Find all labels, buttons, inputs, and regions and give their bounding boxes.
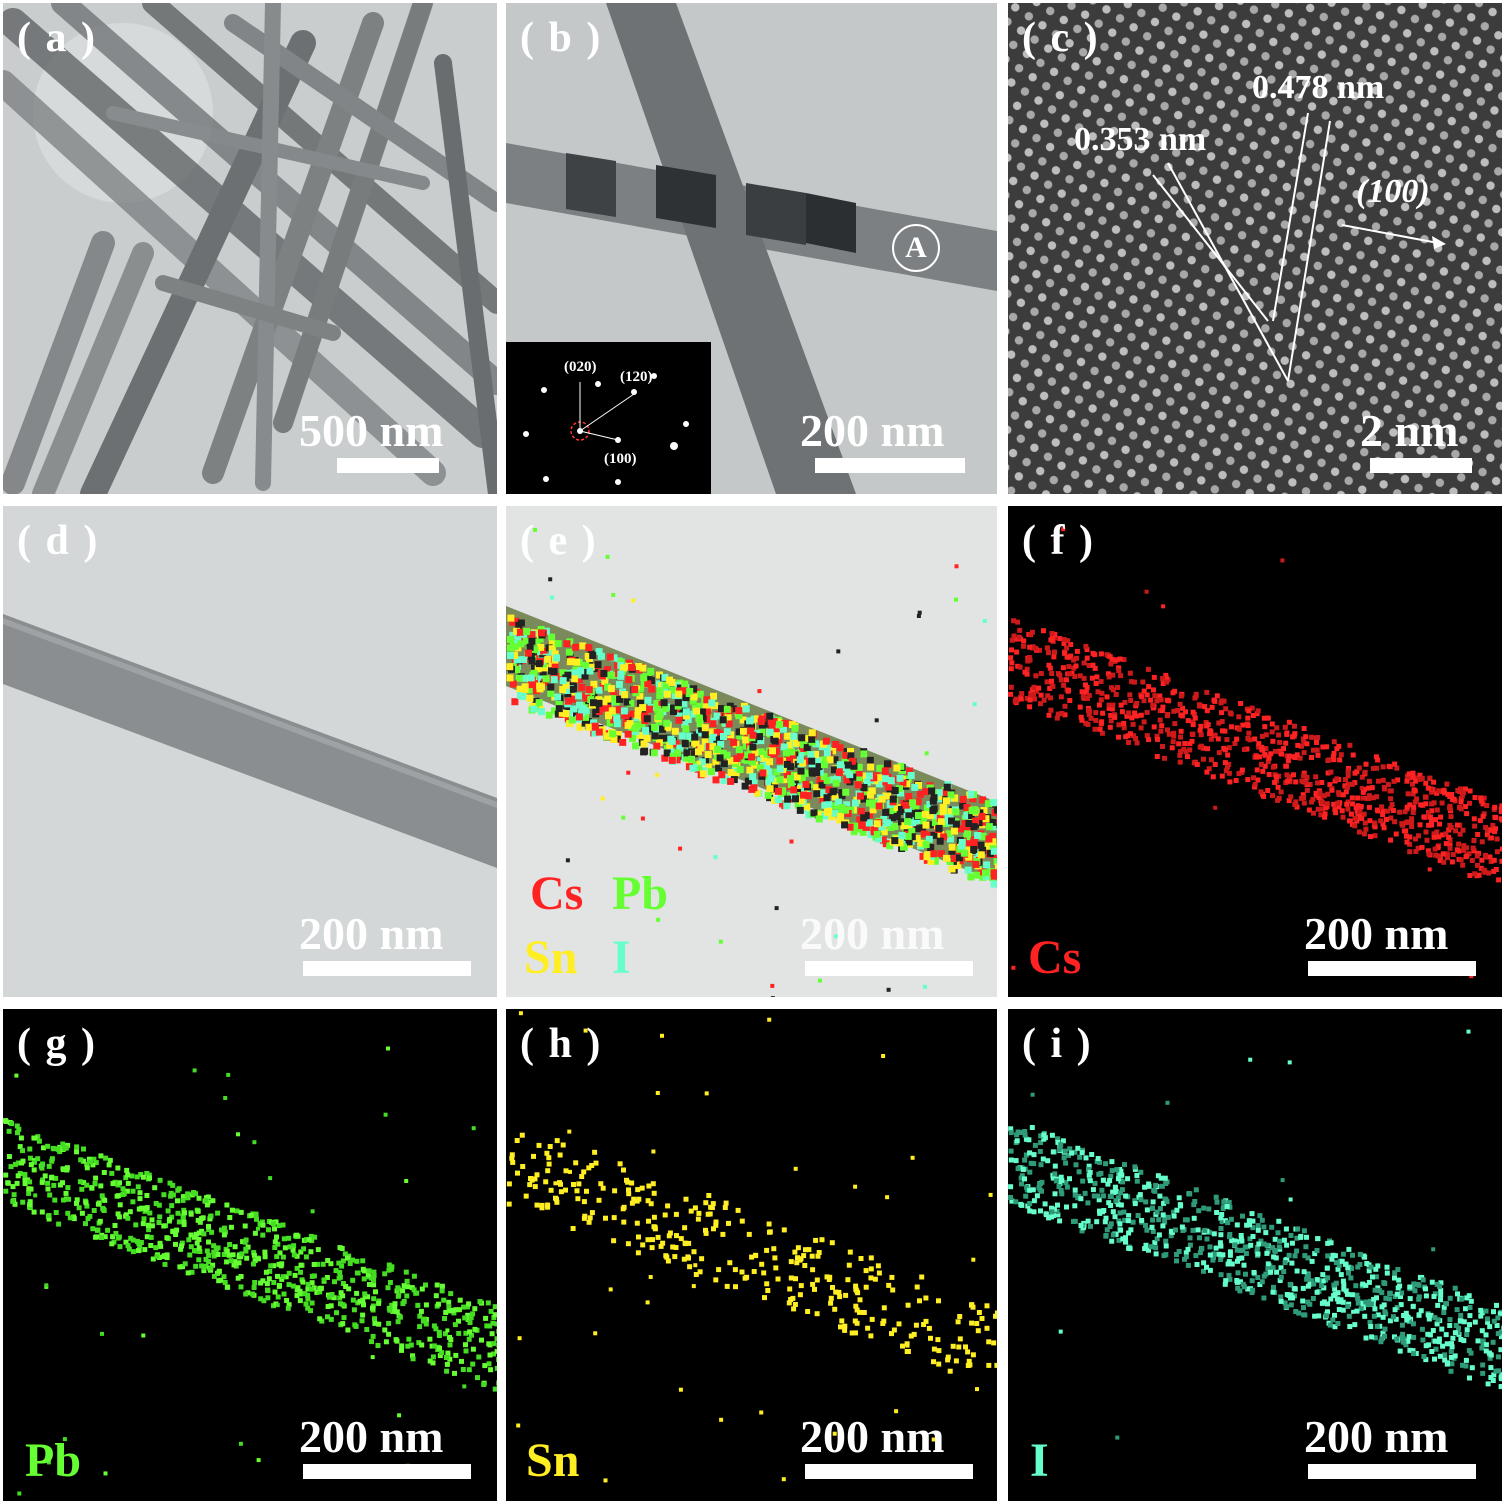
saed-inset: (020) (120) (100) [506, 342, 711, 494]
panel-e-label: ( e ) [520, 518, 598, 564]
scale-bar-label: 2 nm [1360, 405, 1459, 456]
panel-i-image [1008, 1029, 1502, 1440]
panel-b: ( b ) A (020) (120) (100) 200 nm [506, 3, 997, 494]
scale-bar-label: 200 nm [299, 1411, 444, 1462]
element-label: Pb [25, 1434, 82, 1487]
scale-bar [805, 1464, 973, 1479]
scale-bar [1308, 1464, 1476, 1479]
panel-f-label: ( f ) [1022, 518, 1095, 564]
element-label: Cs [1028, 931, 1082, 984]
panel-e-image [506, 506, 997, 997]
direction-label: (100) [1356, 173, 1430, 210]
scale-bar [1370, 458, 1472, 473]
scale-bar-label: 200 nm [800, 908, 945, 959]
scale-bar [303, 961, 471, 976]
saed-label-120: (120) [620, 369, 653, 385]
panel-g-image [3, 1046, 497, 1496]
element-label-cs: Cs [530, 867, 584, 920]
panel-d-label: ( d ) [17, 518, 100, 564]
element-label: I [1030, 1434, 1049, 1487]
saed-label-100: (100) [604, 451, 637, 467]
element-label-pb: Pb [612, 867, 669, 920]
scale-bar-label: 200 nm [800, 1411, 945, 1462]
panel-i-label: ( i ) [1022, 1021, 1093, 1067]
panel-a-label: ( a ) [17, 15, 97, 61]
spacing-label-2: 0.478 nm [1252, 69, 1385, 106]
scale-bar-label: 500 nm [299, 405, 444, 456]
panel-g: ( g ) Pb 200 nm [3, 1009, 497, 1501]
scale-bar [805, 961, 973, 976]
panel-a-image [3, 3, 497, 494]
scale-bar-label: 200 nm [1304, 908, 1449, 959]
panel-b-label: ( b ) [520, 15, 603, 61]
element-label: Sn [526, 1434, 580, 1487]
panel-c-label: ( c ) [1022, 15, 1100, 61]
scale-bar [337, 458, 439, 473]
scale-bar [1308, 961, 1476, 976]
panel-f-image [1008, 527, 1502, 979]
saed-label-020: (020) [564, 359, 597, 375]
scale-bar-label: 200 nm [1304, 1411, 1449, 1462]
panel-c-image [1008, 3, 1502, 494]
scale-bar [815, 458, 965, 473]
panel-c: ( c ) 0.353 nm 0.478 nm (100) 2 nm [1008, 3, 1502, 494]
saed-pattern [523, 373, 689, 485]
panel-i: ( i ) I 200 nm [1008, 1009, 1502, 1501]
scale-bar-label: 200 nm [299, 908, 444, 959]
scale-bar [303, 1464, 471, 1479]
panel-a: ( a ) 500 nm [3, 3, 497, 494]
panel-g-label: ( g ) [17, 1021, 97, 1067]
panel-d-image [3, 506, 497, 997]
scale-bar-label: 200 nm [800, 405, 945, 456]
panel-f: ( f ) Cs 200 nm [1008, 506, 1502, 997]
panel-d: ( d ) 200 nm [3, 506, 497, 997]
panel-h-image [506, 1011, 997, 1483]
region-marker: A [892, 224, 940, 272]
panel-h: ( h ) Sn 200 nm [506, 1009, 997, 1501]
element-label-sn: Sn [524, 931, 578, 984]
element-label-i: I [612, 931, 631, 984]
spacing-label-1: 0.353 nm [1074, 121, 1207, 158]
panel-e: ( e ) Cs Pb Sn I 200 nm [506, 506, 997, 997]
panel-h-label: ( h ) [520, 1021, 603, 1067]
